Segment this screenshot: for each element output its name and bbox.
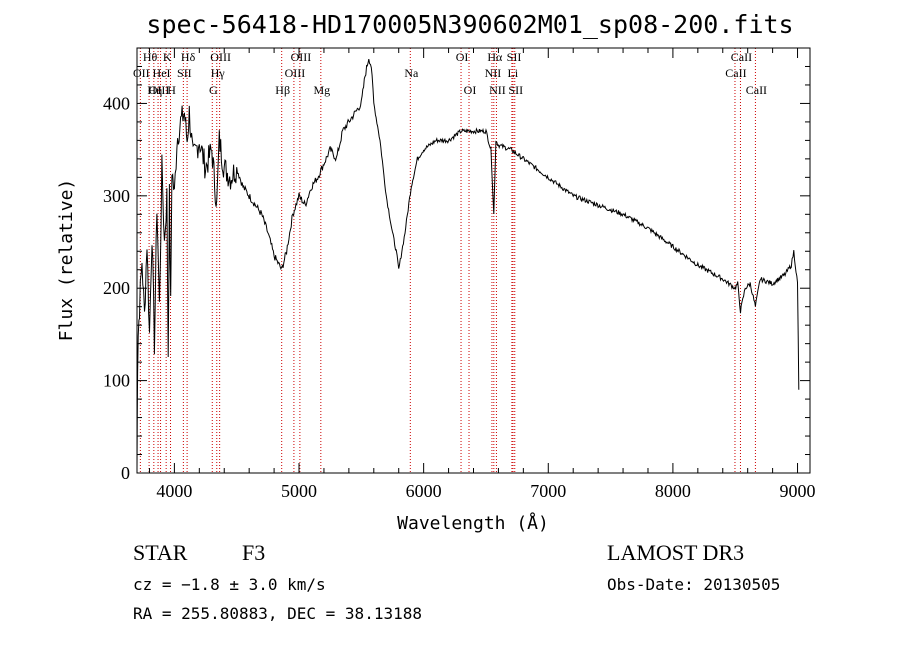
spectral-line-label: NII — [489, 83, 506, 97]
spectral-line-label: SII — [507, 50, 522, 64]
spectral-line-label: Hη — [147, 83, 162, 97]
subclass: F3 — [242, 540, 265, 565]
redshift-cz: cz = −1.8 ± 3.0 km/s — [133, 575, 326, 594]
x-tick-label: 9000 — [780, 481, 816, 501]
x-tick-label: 7000 — [530, 481, 566, 501]
spectral-line-label: Hγ — [211, 66, 226, 80]
plot-frame — [136, 47, 811, 474]
y-tick-label: 200 — [103, 278, 130, 298]
obs-date: Obs-Date: 20130505 — [607, 575, 780, 594]
ra-dec: RA = 255.80883, DEC = 38.13188 — [133, 604, 422, 623]
spectral-line-label: HeI — [153, 66, 171, 80]
survey-name: LAMOST DR3 — [607, 540, 744, 565]
spectral-line-label: Hβ — [275, 83, 290, 97]
spectral-line-label: OIII — [285, 66, 306, 80]
spectral-line-label: H — [167, 83, 176, 97]
x-axis-label: Wavelength (Å) — [397, 512, 549, 534]
y-tick-label: 300 — [103, 186, 130, 206]
x-tick-label: 8000 — [655, 481, 691, 501]
spectral-line-label: CaII — [746, 83, 767, 97]
spectrum-series-line — [136, 59, 800, 469]
spectral-line-label: Hα — [487, 50, 503, 64]
spectral-line-label: OIII — [210, 50, 231, 64]
spectral-line-label: Hθ — [143, 50, 158, 64]
spectral-line-label: Mg — [313, 83, 330, 97]
spectral-line-label: Hδ — [181, 50, 196, 64]
spectral-line-label: OII — [133, 66, 150, 80]
x-tick-label: 5000 — [281, 481, 317, 501]
spectral-line-markers — [139, 48, 756, 473]
x-axis-ticks: 4000 5000 6000 7000 8000 9000 — [148, 48, 816, 501]
spectral-line-label: CaII — [725, 66, 746, 80]
spectral-line-label: OIII — [149, 83, 170, 97]
y-axis-label: Flux (relative) — [56, 179, 77, 342]
y-tick-label: 100 — [103, 371, 130, 391]
spectral-line-label: K — [163, 50, 172, 64]
spectral-line-label: Li — [508, 66, 519, 80]
object-type: STAR — [133, 540, 188, 565]
spectral-line-label: NII — [485, 66, 502, 80]
spectral-line-label: OI — [456, 50, 469, 64]
spectral-line-label: CaII — [731, 50, 752, 64]
spectral-line-label: OI — [464, 83, 477, 97]
spectral-line-label: OIII — [291, 50, 312, 64]
spectral-line-label: Na — [404, 66, 419, 80]
spectral-line-label: SII — [508, 83, 523, 97]
y-tick-label: 0 — [121, 463, 130, 483]
x-tick-label: 4000 — [156, 481, 192, 501]
chart-title: spec-56418-HD170005N390602M01_sp08-200.f… — [146, 10, 793, 39]
y-tick-label: 400 — [103, 93, 130, 113]
spectral-line-label: G — [209, 83, 218, 97]
x-tick-label: 6000 — [406, 481, 442, 501]
y-axis-ticks: 0 100 200 300 400 — [103, 65, 810, 483]
spectral-line-label: SII — [177, 66, 192, 80]
